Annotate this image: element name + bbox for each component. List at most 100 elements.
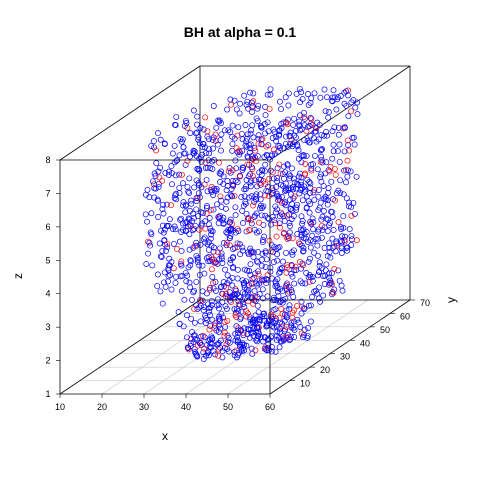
data-point	[229, 282, 236, 289]
data-point	[273, 233, 280, 240]
data-point	[252, 270, 259, 277]
data-point	[157, 164, 164, 171]
data-point	[328, 281, 335, 288]
data-point	[283, 269, 290, 276]
data-point	[223, 242, 230, 249]
data-point	[318, 234, 325, 241]
data-point	[194, 259, 201, 266]
data-point	[323, 159, 330, 166]
data-point	[195, 190, 202, 197]
data-point	[294, 316, 301, 323]
data-point	[317, 147, 324, 154]
data-point	[291, 179, 298, 186]
data-point	[226, 339, 233, 346]
data-point	[253, 258, 260, 265]
data-point	[309, 215, 316, 222]
data-point	[307, 115, 314, 121]
data-point	[326, 249, 333, 256]
data-point	[287, 206, 294, 213]
data-point	[230, 264, 237, 271]
data-point	[314, 290, 321, 297]
data-point	[321, 86, 328, 93]
data-point	[242, 122, 249, 128]
data-point	[281, 229, 288, 236]
data-point	[287, 223, 293, 229]
data-point	[243, 210, 250, 217]
data-point	[232, 330, 239, 337]
data-point	[275, 142, 282, 149]
data-point	[222, 303, 229, 310]
data-point	[247, 261, 254, 268]
data-point	[194, 305, 201, 312]
data-point	[202, 320, 209, 326]
data-point	[236, 110, 243, 117]
data-point	[295, 147, 302, 154]
data-point	[248, 281, 255, 288]
data-point	[330, 227, 337, 233]
data-point	[183, 120, 190, 126]
data-point	[161, 140, 168, 147]
data-point	[274, 328, 281, 335]
x-tick-label: 30	[139, 402, 149, 412]
x-tick-label: 10	[55, 402, 65, 412]
data-point	[219, 299, 226, 306]
data-point	[314, 252, 321, 259]
data-point	[155, 183, 162, 190]
data-point	[299, 197, 306, 204]
data-point	[261, 310, 267, 317]
data-point	[198, 342, 205, 349]
data-point	[330, 141, 337, 148]
data-point	[195, 136, 202, 143]
data-point	[311, 249, 318, 256]
data-point	[206, 308, 213, 315]
data-point	[306, 123, 313, 129]
data-point	[290, 247, 297, 254]
data-point	[192, 222, 199, 229]
data-point	[231, 352, 238, 359]
data-point	[157, 253, 164, 260]
data-point	[324, 201, 331, 208]
data-point	[320, 208, 327, 214]
data-point	[261, 121, 268, 128]
data-point	[247, 248, 254, 255]
data-point	[305, 198, 312, 205]
data-point	[309, 232, 316, 239]
data-point	[299, 185, 306, 192]
data-point	[145, 250, 152, 257]
data-point	[265, 142, 272, 149]
data-point	[321, 224, 328, 231]
data-point	[318, 178, 325, 185]
data-point	[336, 277, 343, 284]
data-point	[244, 131, 251, 138]
data-point	[239, 247, 246, 254]
data-point	[310, 226, 317, 233]
data-point	[197, 302, 204, 309]
data-point	[266, 175, 273, 182]
data-point	[164, 244, 171, 251]
data-point	[335, 219, 342, 226]
data-point	[291, 267, 298, 274]
data-point	[287, 129, 294, 136]
data-point	[209, 158, 216, 165]
data-point	[297, 324, 304, 330]
data-point	[229, 140, 236, 147]
y-tick-label: 40	[360, 338, 370, 348]
data-point	[193, 278, 200, 285]
data-point	[168, 163, 175, 170]
data-point	[342, 233, 348, 240]
data-point	[208, 254, 215, 261]
data-point	[206, 146, 213, 153]
data-point	[348, 99, 355, 106]
data-point	[217, 179, 224, 185]
data-point	[227, 96, 234, 103]
data-point	[220, 173, 227, 180]
data-point	[239, 289, 246, 296]
data-point	[276, 224, 283, 231]
data-point	[244, 249, 251, 256]
data-point	[242, 185, 249, 192]
data-point	[353, 237, 360, 244]
data-point	[289, 251, 296, 258]
data-point	[168, 202, 174, 209]
data-point	[242, 142, 249, 149]
data-point	[223, 198, 230, 205]
